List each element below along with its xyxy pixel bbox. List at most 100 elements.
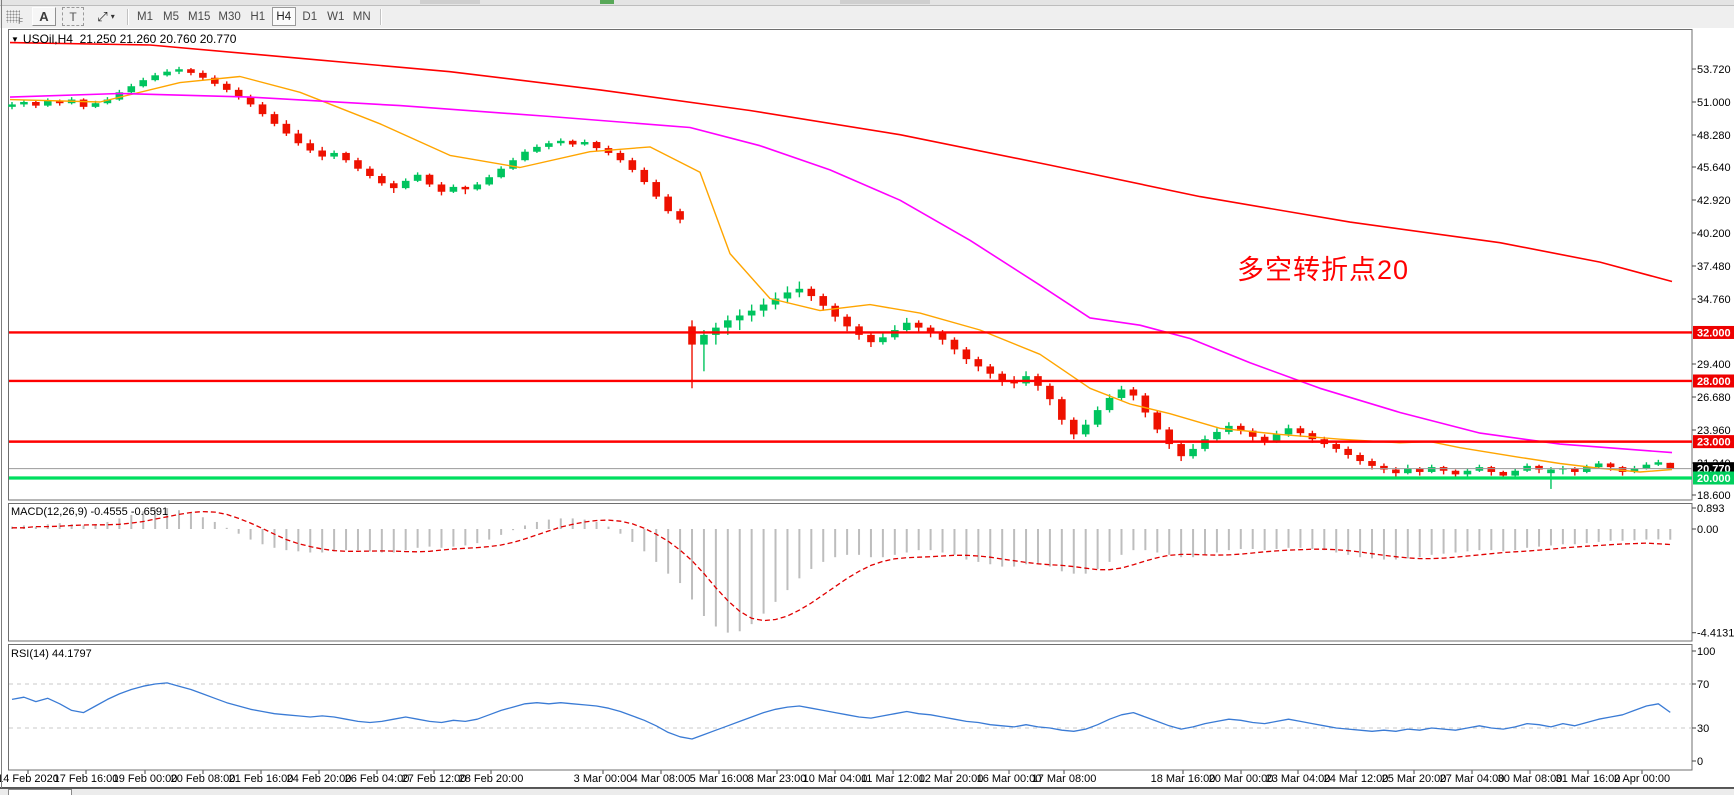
candle-body <box>783 292 792 299</box>
timeframe-button-H4[interactable]: H4 <box>271 7 296 26</box>
candle-body <box>986 366 995 374</box>
text-tool-button[interactable]: T <box>62 7 84 26</box>
rsi-line <box>11 682 1671 740</box>
candle-body <box>735 315 744 321</box>
candle-body <box>1105 397 1114 411</box>
symbol-dropdown-icon[interactable]: ▼ <box>11 35 19 44</box>
macd-axis-label: 0.893 <box>1697 503 1725 515</box>
toolbar-separator <box>380 9 381 25</box>
candle-body <box>843 316 851 327</box>
candle-body <box>926 327 935 333</box>
chart-tab-partial[interactable] <box>8 789 72 795</box>
candle-body <box>580 142 589 145</box>
price-axis-label: 18.600 <box>1697 490 1731 502</box>
date-axis-label: 10 Mar 04:00 <box>803 773 868 785</box>
main-panel-frame <box>8 29 1693 501</box>
candle-body <box>1046 385 1054 400</box>
candle-body <box>891 330 899 338</box>
candle-body <box>354 160 362 169</box>
date-axis-label: 21 Feb 16:00 <box>229 773 294 785</box>
candle-body <box>1654 462 1663 465</box>
candle-body <box>867 334 875 343</box>
candle-body <box>795 288 804 293</box>
date-axis-label: 24 Feb 20:00 <box>287 773 352 785</box>
candle-body <box>270 114 279 124</box>
timeframe-button-M15[interactable]: M15 <box>188 10 211 23</box>
timeframe-button-M5[interactable]: M5 <box>163 10 179 23</box>
candle-body <box>688 326 696 345</box>
timeframe-button-MN[interactable]: MN <box>352 10 371 23</box>
date-axis-label: 20 Feb 08:00 <box>171 773 236 785</box>
macd-axis-label: -4.4131 <box>1697 628 1734 640</box>
candle-body <box>151 75 159 81</box>
candle-body <box>103 99 112 104</box>
grid-tool-button[interactable]: F <box>2 7 24 26</box>
bottom-status-strip <box>0 788 1734 795</box>
candle-body <box>616 152 625 161</box>
candle-body <box>962 349 971 360</box>
date-axis-label: 30 Mar 08:00 <box>1498 773 1563 785</box>
candle-body <box>521 151 529 161</box>
date-axis-label: 20 Mar 00:00 <box>1209 773 1274 785</box>
timeframe-button-H1[interactable]: H1 <box>250 10 266 23</box>
candle-body <box>139 80 148 87</box>
candle-body <box>497 168 505 178</box>
candle-body <box>437 184 446 192</box>
candle-body <box>1213 431 1221 440</box>
price-badge-label: 28.000 <box>1697 376 1731 388</box>
dotted-grid-icon <box>6 10 20 23</box>
candle-body <box>1284 428 1293 435</box>
candle-body <box>676 211 684 220</box>
macd-axis-label: 0.00 <box>1697 524 1718 536</box>
date-axis-label: 16 Mar 00:00 <box>977 773 1042 785</box>
candle-body <box>628 160 637 170</box>
date-axis-label: 26 Feb 04:00 <box>345 773 410 785</box>
ma-slow-red-line <box>9 41 1673 283</box>
candle-body <box>389 183 398 189</box>
candle-body <box>211 77 219 84</box>
candle-body <box>8 104 16 107</box>
candle-body <box>330 152 338 157</box>
toolbar-separator <box>127 9 128 25</box>
candle-body <box>545 143 553 147</box>
candle-body <box>759 304 768 311</box>
chart-title: ▼ USOil,H4 21.250 21.260 20.760 20.770 <box>11 32 236 46</box>
candle-body <box>568 140 577 145</box>
date-axis-label: 23 Mar 04:00 <box>1266 773 1331 785</box>
candle-body <box>461 186 470 190</box>
price-badge-32.000 <box>1693 325 1734 339</box>
price-badge-20.000 <box>1693 471 1734 485</box>
annotation-text[interactable]: 多空转折点20 <box>1237 255 1410 285</box>
candle-body <box>1189 448 1197 457</box>
candle-body <box>831 305 839 317</box>
candle-body <box>1415 468 1424 472</box>
candle-body <box>1618 467 1627 472</box>
candle-body <box>1058 399 1066 420</box>
ma-mid-magenta-line <box>9 92 1673 454</box>
cursor-tool-button[interactable]: ⤢ ▾ <box>90 7 122 26</box>
candle-body <box>163 71 171 76</box>
text-label-tool-button[interactable]: A <box>32 7 56 26</box>
candle-body <box>1177 444 1185 457</box>
date-axis-label: 19 Feb 00:00 <box>113 773 178 785</box>
candle-body <box>974 359 983 367</box>
candle-body <box>1141 395 1150 413</box>
candle-body <box>1022 376 1030 384</box>
candle-body <box>509 160 517 169</box>
candle-body <box>664 196 672 212</box>
price-axis-label: 23.960 <box>1697 425 1731 437</box>
candle-body <box>1547 469 1555 474</box>
candle-body <box>449 186 458 192</box>
candle-body <box>1081 424 1090 435</box>
timeframe-button-D1[interactable]: D1 <box>302 10 318 23</box>
timeframe-button-M30[interactable]: M30 <box>218 10 241 23</box>
candle-body <box>413 174 422 181</box>
candle-body <box>1463 470 1472 475</box>
candle-body <box>1308 433 1317 440</box>
timeframe-button-M1[interactable]: M1 <box>137 10 153 23</box>
rsi-axis-label: 0 <box>1697 756 1703 768</box>
timeframe-button-W1[interactable]: W1 <box>327 10 345 23</box>
candle-body <box>222 83 231 90</box>
toolbar-sliver-mark <box>420 0 480 4</box>
